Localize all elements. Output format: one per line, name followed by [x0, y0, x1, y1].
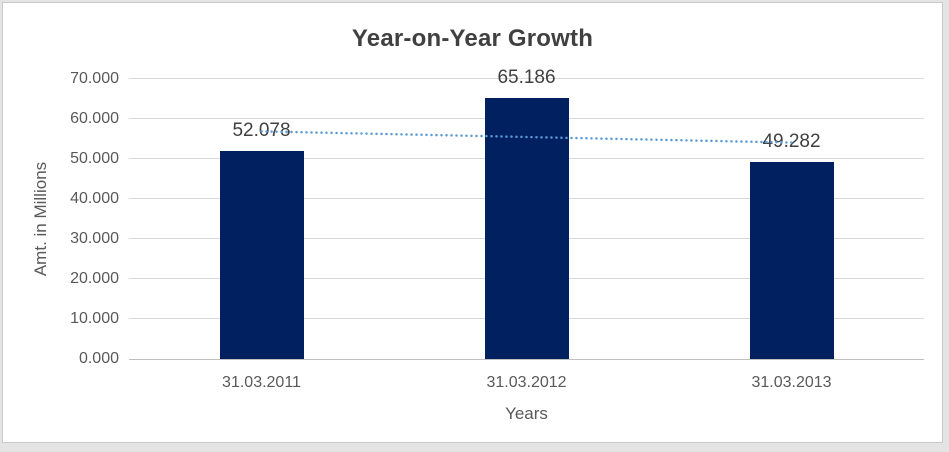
y-tick-label: 60.000: [70, 110, 119, 127]
bar-31.03.2011: [219, 150, 304, 359]
x-axis-line: [129, 359, 924, 360]
x-category-label: 31.03.2012: [486, 374, 567, 391]
y-tick-label: 0.000: [78, 350, 119, 367]
y-tick-label: 70.000: [70, 70, 119, 87]
gridline: [129, 78, 924, 79]
y-tick-label: 30.000: [70, 230, 119, 247]
bar-data-label: 52.078: [232, 119, 291, 141]
y-tick-label: 20.000: [70, 270, 119, 287]
x-category-label: 31.03.2011: [222, 374, 301, 391]
x-category-label: 31.03.2013: [751, 374, 832, 391]
bar-31.03.2012: [484, 98, 569, 359]
x-axis-title: Years: [505, 404, 548, 423]
y-tick-label: 40.000: [70, 190, 119, 207]
y-tick-label: 50.000: [70, 150, 119, 167]
bar-chart: Year-on-Year Growth Amt. in Millions Yea…: [2, 2, 943, 443]
bar-data-label: 49.282: [762, 130, 821, 152]
chart-title: Year-on-Year Growth: [351, 25, 594, 52]
bar-data-label: 65.186: [497, 67, 556, 89]
bar-31.03.2013: [749, 161, 834, 359]
plot-area: 52.078 31.03.2011 65.186 31.03.2012 49.282 31…: [129, 67, 924, 391]
y-tick-label: 10.000: [70, 310, 119, 327]
